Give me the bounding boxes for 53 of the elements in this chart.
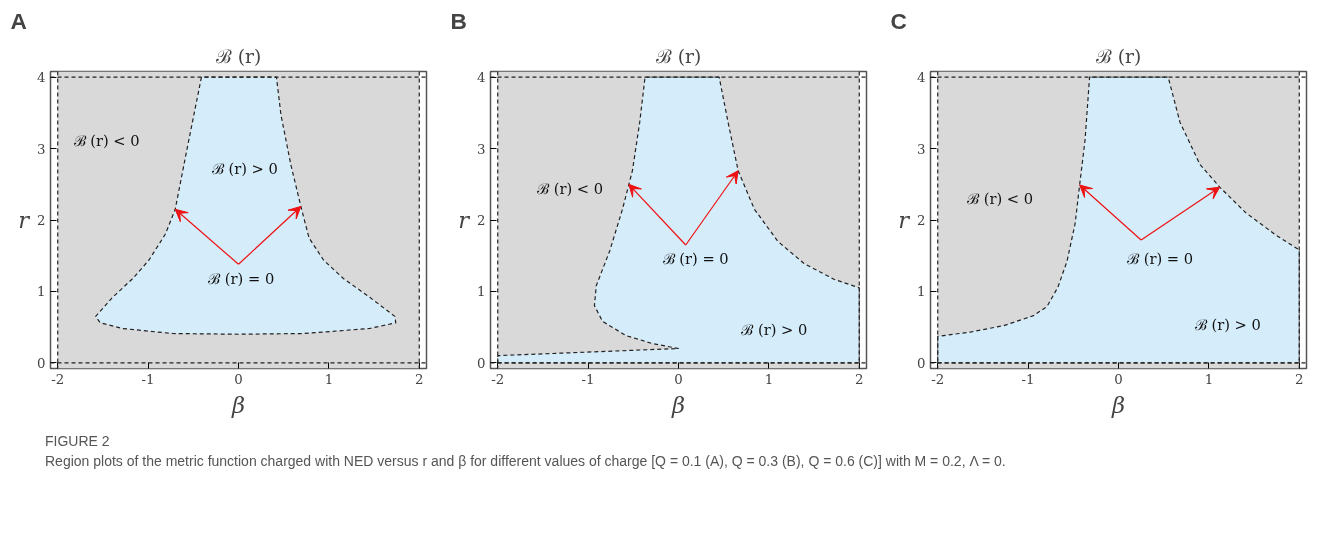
x-tick-label: -2: [931, 371, 945, 387]
x-axis-title: β: [670, 391, 686, 418]
y-tick-label: 0: [917, 355, 926, 371]
x-tick-label: -2: [491, 371, 505, 387]
annotation: ℬ (r) = 0: [1127, 250, 1194, 268]
y-tick-label: 0: [477, 355, 486, 371]
annotation: ℬ (r) > 0: [211, 160, 278, 178]
x-tick-label: -1: [581, 371, 595, 387]
annotation: ℬ (r) < 0: [967, 190, 1034, 208]
chart-title: B: [450, 7, 467, 34]
y-tick-label: 2: [917, 213, 926, 228]
annotation: ℬ (r) > 0: [741, 320, 808, 338]
x-tick-label: -1: [141, 371, 155, 387]
chart-title: C: [890, 7, 907, 34]
x-tick-label: 0: [1114, 371, 1123, 387]
y-tick-label: 4: [37, 70, 46, 86]
x-tick-label: -2: [51, 371, 65, 387]
y-tick-label: 3: [917, 141, 926, 157]
x-axis-title: β: [1110, 391, 1126, 418]
x-tick-label: 0: [234, 371, 243, 387]
y-tick-label: 4: [477, 70, 486, 86]
x-tick-label: 1: [764, 371, 774, 387]
y-tick-label: 1: [917, 284, 926, 300]
chart-subtitle: ℬ (r): [1095, 45, 1142, 67]
text: Region plots of the metric function charged with NED versus r and β for different values of charge [Q = 0.1 (A), Q = 0.3 (B), Q = 0.6 (C)] with M = 0.2, Λ = 0.: [45, 452, 1006, 471]
x-tick-label: 2: [1295, 371, 1304, 387]
y-axis-title: r: [898, 207, 911, 233]
annotation: ℬ (r) > 0: [1194, 316, 1261, 334]
y-tick-label: 1: [37, 284, 46, 300]
x-tick-label: 0: [674, 371, 683, 387]
y-tick-label: 2: [477, 213, 486, 228]
x-tick-label: 2: [415, 371, 424, 387]
y-axis-title: r: [458, 207, 471, 233]
x-tick-label: -1: [1021, 371, 1035, 387]
y-tick-label: 3: [477, 141, 486, 157]
y-axis-title: r: [18, 207, 31, 233]
x-axis-title: β: [230, 391, 246, 418]
y-tick-label: 1: [477, 284, 486, 300]
y-tick-label: 3: [37, 141, 46, 157]
x-tick-label: 1: [324, 371, 334, 387]
caption: FIGURE 2: [45, 432, 111, 451]
x-tick-label: 1: [1204, 371, 1214, 387]
chart-title: A: [10, 7, 27, 34]
y-tick-label: 2: [37, 213, 46, 228]
x-tick-label: 2: [855, 371, 864, 387]
chart-subtitle: ℬ (r): [215, 45, 262, 67]
y-tick-label: 0: [37, 355, 46, 371]
annotation: ℬ (r) < 0: [73, 131, 140, 149]
y-tick-label: 4: [917, 70, 926, 86]
annotation: ℬ (r) < 0: [537, 180, 604, 198]
chart-subtitle: ℬ (r): [655, 45, 702, 67]
annotation: ℬ (r) = 0: [208, 270, 275, 288]
annotation: ℬ (r) = 0: [662, 250, 729, 268]
